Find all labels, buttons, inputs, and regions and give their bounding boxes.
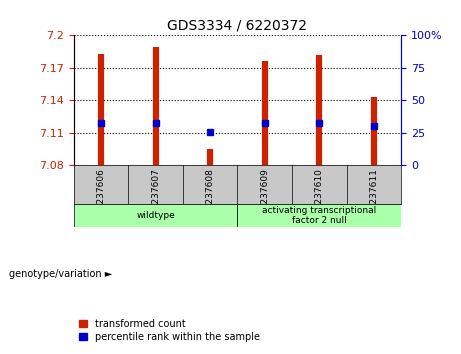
Text: GSM237608: GSM237608 [206,169,215,223]
Text: wildtype: wildtype [136,211,175,220]
Text: GSM237611: GSM237611 [369,169,378,223]
Text: genotype/variation ►: genotype/variation ► [9,269,112,279]
Bar [74,205,237,227]
Text: GSM237610: GSM237610 [315,169,324,223]
Bar [237,205,401,227]
Text: GSM237607: GSM237607 [151,169,160,223]
Legend: transformed count, percentile rank within the sample: transformed count, percentile rank withi… [79,319,260,342]
Text: activating transcriptional
factor 2 null: activating transcriptional factor 2 null [262,206,376,225]
Title: GDS3334 / 6220372: GDS3334 / 6220372 [167,19,307,33]
Text: GSM237609: GSM237609 [260,169,269,223]
Text: GSM237606: GSM237606 [96,169,106,223]
